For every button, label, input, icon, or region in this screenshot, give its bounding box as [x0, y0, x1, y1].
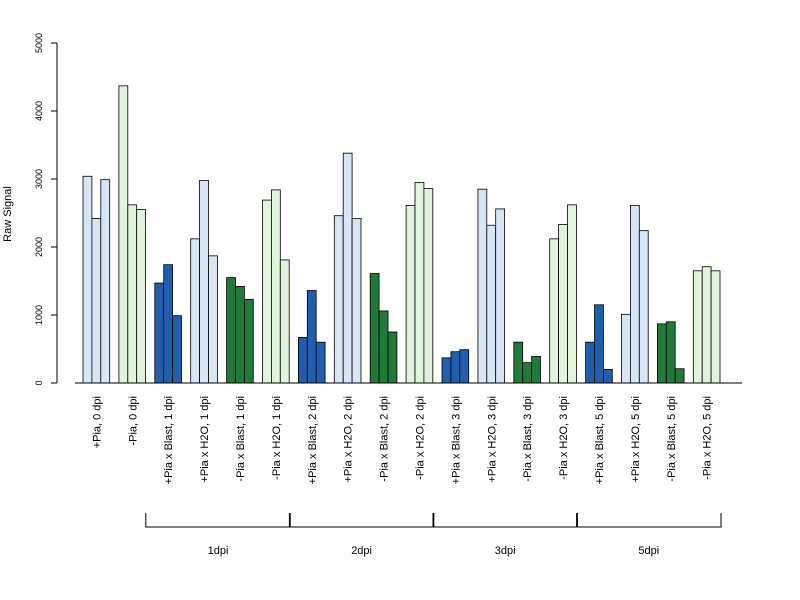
- bar: [235, 286, 245, 384]
- y-tick-label: 5000: [34, 33, 44, 53]
- bar: [405, 205, 416, 384]
- category-label: -Pia, 0 dpi: [127, 396, 139, 446]
- category-label: -Pia x Blast, 2 dpi: [379, 396, 391, 482]
- bar: [199, 179, 209, 384]
- group-brackets: 1dpi 2dpi 3dpi 5dpi: [145, 513, 722, 557]
- y-axis-title: Raw Signal: [2, 186, 14, 242]
- bar: [270, 189, 281, 384]
- y-tick-label: 0: [34, 380, 44, 385]
- bar: [710, 270, 721, 384]
- bar: [522, 362, 533, 384]
- category-label: -Pia x Blast, 1 dpi: [235, 396, 247, 482]
- category-label: -Pia x Blast, 5 dpi: [666, 396, 678, 482]
- bar: [414, 181, 425, 384]
- bar: [630, 205, 640, 384]
- bar: [226, 277, 236, 384]
- group-bracket: [432, 513, 578, 528]
- group-bracket: [288, 513, 435, 528]
- bar: [100, 179, 111, 384]
- bar: [243, 298, 254, 384]
- group-label: 5dpi: [638, 545, 659, 557]
- bar: [459, 349, 470, 384]
- bar: [279, 259, 290, 384]
- bar: [674, 368, 685, 384]
- bar: [262, 199, 272, 384]
- category-label: -Pia x Blast, 3 dpi: [522, 396, 534, 482]
- bar: [423, 188, 434, 384]
- category-label: +Pia, 0 dpi: [91, 396, 103, 448]
- bar: [91, 218, 102, 384]
- category-label: +Pia x H2O, 1 dpi: [199, 396, 211, 483]
- bar: [306, 290, 317, 384]
- bar: [297, 337, 308, 384]
- category-label: -Pia x H2O, 2 dpi: [414, 396, 426, 480]
- bar: [477, 188, 488, 384]
- group-label: 3dpi: [495, 545, 516, 557]
- category-label: +Pia x H2O, 2 dpi: [343, 396, 355, 483]
- bar: [567, 204, 577, 384]
- y-tick-label: 2000: [34, 237, 44, 257]
- bar: [621, 313, 631, 384]
- bar: [190, 238, 200, 384]
- category-label: -Pia x H2O, 3 dpi: [558, 396, 570, 480]
- category-label: -Pia x H2O, 5 dpi: [702, 396, 714, 480]
- bar: [342, 152, 353, 384]
- group-label: 1dpi: [208, 545, 229, 557]
- bar: [495, 208, 506, 384]
- bar: [486, 224, 497, 384]
- category-label: +Pia x Blast, 1 dpi: [163, 396, 175, 484]
- bar: [172, 315, 182, 384]
- category-label: +Pia x Blast, 2 dpi: [307, 396, 319, 484]
- bar: [638, 230, 649, 384]
- y-tick-label: 4000: [34, 101, 44, 121]
- bar: [657, 323, 667, 384]
- group-bracket: [145, 513, 291, 528]
- bar: [585, 341, 595, 384]
- bar: [118, 85, 129, 384]
- bars: [82, 85, 721, 384]
- bar: [82, 175, 93, 384]
- bar: [665, 321, 676, 384]
- bar: [208, 255, 218, 384]
- category-label: +Pia x H2O, 3 dpi: [486, 396, 498, 483]
- y-tick-label: 3000: [34, 169, 44, 189]
- bar: [387, 331, 398, 384]
- bar: [315, 341, 326, 384]
- category-labels: +Pia, 0 dpi -Pia, 0 dpi +Pia x Blast, 1 dp…: [91, 396, 713, 484]
- bar: [127, 204, 138, 384]
- bar: [163, 264, 173, 384]
- bar: [531, 356, 541, 384]
- category-label: -Pia x H2O, 1 dpi: [271, 396, 283, 480]
- bar: [351, 218, 362, 384]
- y-tick-label: 1000: [34, 305, 44, 325]
- bar: [594, 304, 604, 384]
- category-label: +Pia x Blast, 5 dpi: [594, 396, 606, 484]
- bar: [450, 351, 461, 384]
- bar: [369, 273, 380, 384]
- bar: [136, 209, 146, 384]
- category-label: +Pia x Blast, 3 dpi: [450, 396, 462, 484]
- category-label: +Pia x H2O, 5 dpi: [630, 396, 642, 483]
- bar: [558, 224, 568, 384]
- y-axis: 0 1000 2000 3000 4000 5000: [34, 33, 58, 386]
- bar: [603, 368, 613, 384]
- bar: [441, 357, 452, 384]
- bar: [692, 270, 703, 384]
- bar: [378, 310, 389, 384]
- bar: [154, 282, 165, 384]
- group-bracket: [576, 513, 722, 528]
- bar: [701, 266, 712, 384]
- bar: [549, 238, 560, 384]
- group-label: 2dpi: [351, 545, 372, 557]
- bar: [513, 341, 524, 384]
- bar: [333, 215, 344, 384]
